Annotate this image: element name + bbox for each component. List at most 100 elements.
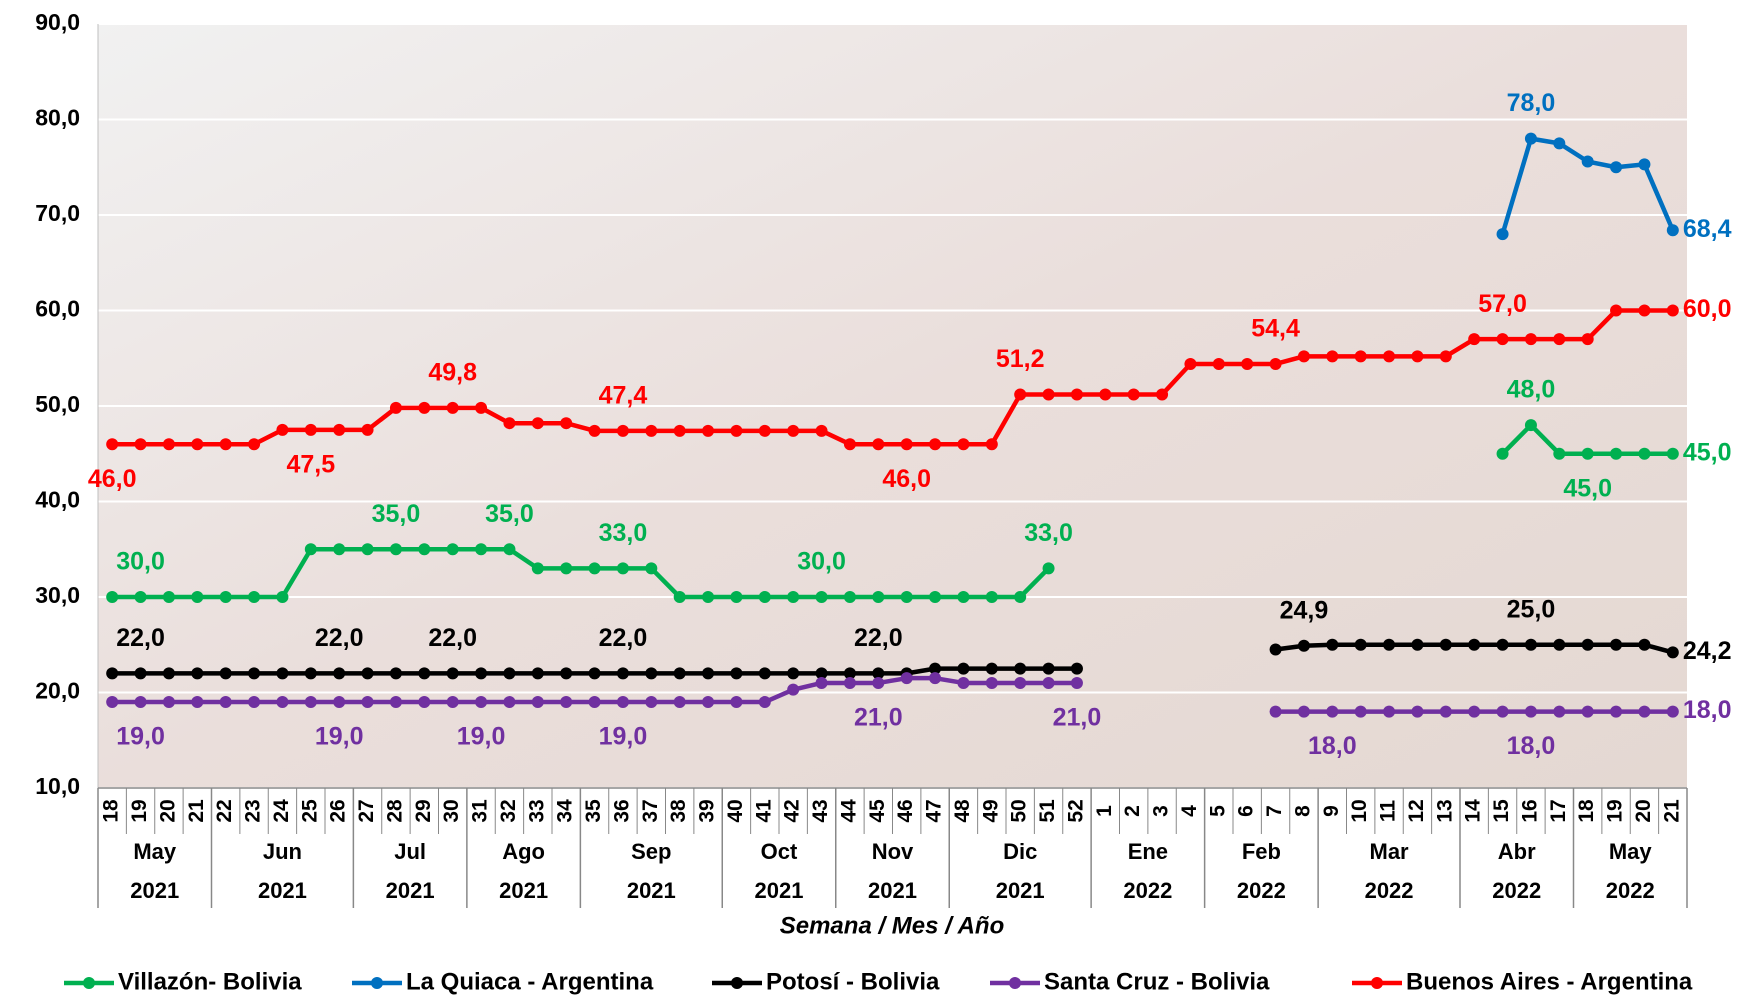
x-tick-label: 4 xyxy=(1178,805,1201,817)
legend-marker xyxy=(731,977,743,989)
data-point xyxy=(560,562,573,575)
data-point xyxy=(1439,350,1452,363)
data-label: 35,0 xyxy=(372,500,421,528)
data-point xyxy=(503,667,516,680)
data-point xyxy=(1297,350,1310,363)
data-point xyxy=(389,543,402,556)
data-point xyxy=(1014,388,1027,401)
x-tick-label: 20 xyxy=(1632,799,1655,822)
x-tick-label: 18 xyxy=(1575,799,1598,823)
data-point xyxy=(900,672,913,685)
data-point xyxy=(418,667,431,680)
data-point xyxy=(758,424,771,437)
data-point xyxy=(985,438,998,451)
data-point xyxy=(333,423,346,436)
data-point xyxy=(106,696,119,709)
data-point xyxy=(1354,350,1367,363)
month-label: May xyxy=(133,839,177,864)
data-point xyxy=(1156,388,1169,401)
data-point xyxy=(276,423,289,436)
x-tick-label: 14 xyxy=(1462,799,1485,823)
data-label: 78,0 xyxy=(1507,89,1556,117)
x-tick-label: 25 xyxy=(298,799,321,823)
month-label: Mar xyxy=(1370,839,1410,864)
data-point xyxy=(1127,388,1140,401)
data-point xyxy=(588,667,601,680)
data-point xyxy=(1297,705,1310,718)
data-point xyxy=(304,667,317,680)
y-tick-label: 60,0 xyxy=(35,296,80,322)
year-label: 2021 xyxy=(258,878,307,903)
x-tick-label: 6 xyxy=(1235,805,1258,817)
data-label: 22,0 xyxy=(116,624,165,652)
data-point xyxy=(1638,304,1651,317)
data-point xyxy=(872,591,885,603)
x-tick-label: 44 xyxy=(837,799,860,823)
data-point xyxy=(361,543,374,556)
year-label: 2022 xyxy=(1237,878,1286,903)
data-label: 68,4 xyxy=(1683,215,1732,243)
data-point xyxy=(333,696,346,709)
data-point xyxy=(1354,638,1367,651)
data-point xyxy=(1297,639,1310,652)
data-point xyxy=(929,591,942,603)
legend-marker xyxy=(371,977,383,989)
x-tick-label: 46 xyxy=(894,799,917,822)
data-point xyxy=(957,438,970,451)
data-label: 18,0 xyxy=(1507,732,1556,760)
legend-label: Potosí - Bolivia xyxy=(766,968,940,995)
data-point xyxy=(219,667,232,680)
x-axis-title: Semana / Mes / Año xyxy=(780,912,1005,939)
data-point xyxy=(531,667,544,680)
data-point xyxy=(333,667,346,680)
data-point xyxy=(248,438,261,451)
data-point xyxy=(446,543,459,556)
data-point xyxy=(645,424,658,437)
data-point xyxy=(1014,591,1027,603)
data-point xyxy=(162,591,175,603)
data-point xyxy=(1553,333,1566,346)
x-tick-label: 43 xyxy=(809,799,832,822)
data-point xyxy=(843,676,856,689)
x-tick-label: 51 xyxy=(1036,799,1059,823)
data-point xyxy=(985,676,998,689)
data-point xyxy=(1326,705,1339,718)
x-tick-label: 45 xyxy=(866,799,889,823)
legend-label: Santa Cruz - Bolivia xyxy=(1044,968,1270,995)
data-point xyxy=(531,417,544,430)
x-tick-label: 9 xyxy=(1320,805,1343,817)
data-label: 47,4 xyxy=(599,381,648,409)
data-label: 25,0 xyxy=(1507,595,1556,623)
data-point xyxy=(248,667,261,680)
data-point xyxy=(815,591,828,603)
data-label: 24,9 xyxy=(1280,596,1329,624)
x-tick-label: 8 xyxy=(1291,805,1314,817)
data-point xyxy=(787,591,800,603)
data-label: 30,0 xyxy=(116,548,165,576)
month-label: Ago xyxy=(502,839,545,864)
data-point xyxy=(361,667,374,680)
data-point xyxy=(1383,705,1396,718)
data-point xyxy=(1070,662,1083,675)
data-point xyxy=(475,401,488,414)
data-point xyxy=(276,696,289,709)
x-tick-label: 13 xyxy=(1433,799,1456,822)
data-point xyxy=(134,591,147,603)
data-point xyxy=(1468,705,1481,718)
data-point xyxy=(673,696,686,709)
data-label: 22,0 xyxy=(854,624,903,652)
data-point xyxy=(475,667,488,680)
data-point xyxy=(1042,388,1055,401)
month-label: Sep xyxy=(631,839,671,864)
year-label: 2021 xyxy=(996,878,1045,903)
data-point xyxy=(957,662,970,675)
data-point xyxy=(929,438,942,451)
data-point xyxy=(1638,158,1651,171)
data-label: 18,0 xyxy=(1308,732,1357,760)
data-point xyxy=(1581,155,1594,168)
data-point xyxy=(588,696,601,709)
data-point xyxy=(134,667,147,680)
month-label: Dic xyxy=(1003,839,1037,864)
data-point xyxy=(758,696,771,709)
data-point xyxy=(730,424,743,437)
